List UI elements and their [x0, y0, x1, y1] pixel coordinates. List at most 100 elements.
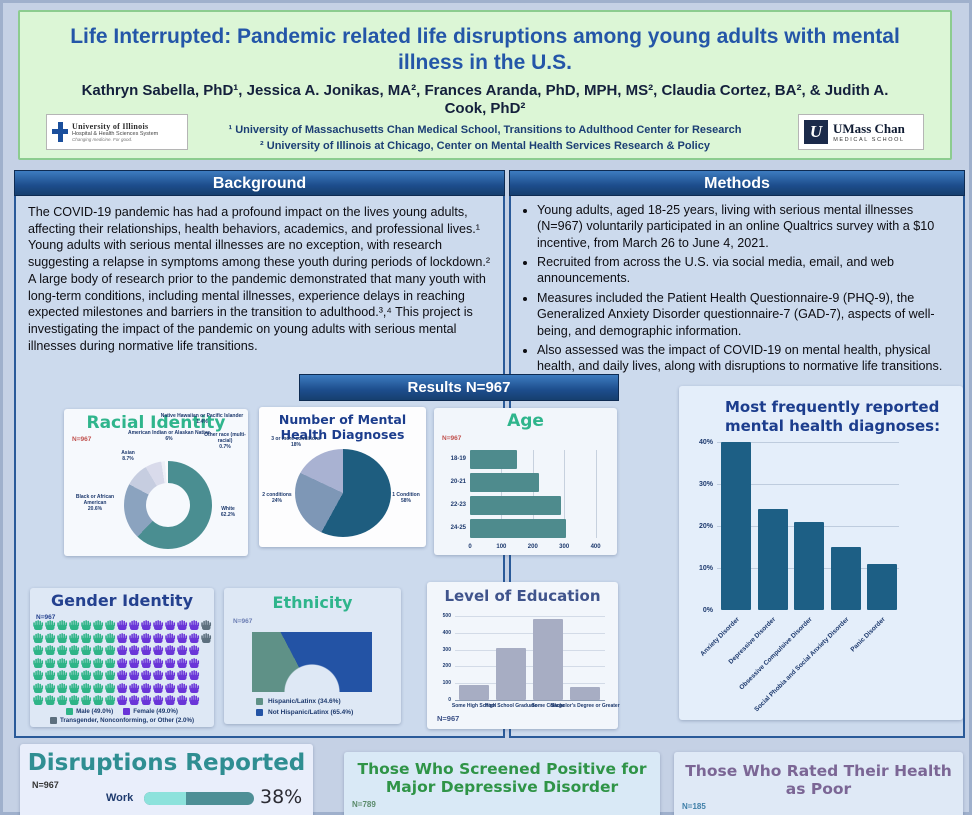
hand-icon	[45, 645, 56, 655]
legend-row: Not Hispanic/Latinx (65.4%)	[256, 709, 353, 716]
hand-icon	[93, 682, 104, 693]
hand-icon	[153, 620, 164, 630]
hand-icon	[93, 668, 104, 681]
hand-icon	[93, 643, 104, 656]
hand-icon	[57, 656, 68, 669]
hand-icon	[93, 681, 104, 694]
hand-icon	[153, 681, 164, 694]
hand-icon	[117, 643, 128, 656]
affiliations: ¹ University of Massachusetts Chan Medic…	[20, 123, 950, 155]
hand-icon	[153, 657, 164, 668]
depression-screen-panel: Those Who Screened Positive for Major De…	[344, 752, 660, 815]
hand-icon	[141, 620, 152, 630]
hand-icon	[141, 682, 152, 693]
category-label: Bachelor's Degree or Greater	[550, 703, 620, 709]
ethnicity-gauge	[252, 632, 372, 692]
hand-icon	[69, 693, 80, 706]
category-label: 20-21	[450, 479, 466, 485]
legend-row: Hispanic/Latinx (34.6%)	[256, 698, 353, 705]
y-tick-label: 0	[448, 697, 451, 703]
category-label: Some High School	[451, 703, 497, 709]
hand-icon	[33, 657, 44, 668]
n-label: N=967	[32, 780, 59, 790]
poster-title: Life Interrupted: Pandemic related life …	[70, 25, 900, 75]
hand-icon	[117, 645, 128, 655]
hand-row	[33, 656, 212, 669]
hand-icon	[129, 657, 140, 668]
education-chart: Level of Education N=967 500 400 300 200 100…	[427, 582, 620, 729]
hand-icon	[201, 620, 212, 630]
hand-icon	[177, 695, 188, 705]
hand-icon	[57, 657, 68, 668]
y-tick-label: 40%	[698, 439, 713, 446]
x-tick-label: 400	[590, 544, 601, 550]
hand-icon	[189, 645, 200, 655]
hand-row	[33, 631, 212, 644]
legend-swatch	[123, 708, 131, 715]
hand-icon	[153, 643, 164, 656]
hand-icon	[45, 668, 56, 681]
n-label: N=789	[352, 800, 376, 809]
hand-icon	[165, 695, 176, 705]
n-label: N=967	[36, 614, 56, 621]
diagnosis-bar	[721, 442, 751, 610]
y-tick-label: 500	[442, 613, 451, 619]
category-label: Obsessive Compulsive Disorder	[738, 616, 814, 692]
hand-icon	[105, 657, 116, 668]
hand-icon	[33, 695, 44, 705]
hand-icon	[69, 670, 80, 680]
pie-slice-label: Black or African American 20.6%	[75, 494, 115, 512]
gender-legend: Male (49.0%) Female (49.0%) Transgender, N…	[30, 706, 214, 724]
hand-icon	[141, 656, 152, 669]
pie-slice-label: 2 conditions 24%	[262, 492, 292, 504]
gridline	[455, 666, 605, 668]
diagnosis-bar	[830, 547, 861, 610]
hand-icon	[177, 681, 188, 694]
top-diagnoses-chart: Most frequently reported mental health d…	[679, 386, 963, 720]
hand-icon	[33, 618, 44, 631]
gridline	[455, 649, 605, 651]
diagnosis-bar	[867, 563, 897, 610]
hand-icon	[201, 632, 212, 643]
racial-identity-chart: Racial Identity N=967 White 62.2% Black or…	[64, 409, 248, 556]
n-label: N=967	[233, 618, 253, 625]
ethnicity-legend: Hispanic/Latinx (34.6%) Not Hispanic/Lati…	[256, 694, 353, 716]
diagnoses-pie	[295, 449, 391, 537]
hand-icon	[177, 693, 188, 706]
diagnosis-bar	[757, 509, 788, 610]
pie-slice-label: Asian 8.7%	[121, 450, 135, 462]
work-progress-fill	[144, 792, 186, 805]
gridline	[455, 632, 605, 634]
category-label: 24-25	[450, 525, 466, 531]
hand-icon	[45, 681, 56, 694]
hand-icon	[117, 656, 128, 669]
hand-icon	[93, 618, 104, 631]
hand-icon	[141, 618, 152, 631]
hand-icon	[81, 681, 92, 694]
hand-icon	[69, 656, 80, 669]
hand-icon	[93, 693, 104, 706]
hand-icon	[141, 693, 152, 706]
hand-row	[33, 681, 212, 694]
umass-logo-mark: U	[804, 120, 828, 144]
hand-icon	[141, 631, 152, 644]
hand-icon	[117, 693, 128, 706]
pie-slice-label: 3 or more conditions 18%	[271, 436, 321, 448]
hand-icon	[93, 670, 104, 680]
gridline	[717, 484, 899, 485]
hand-icon	[93, 695, 104, 705]
hand-icon	[165, 681, 176, 694]
hand-icon	[117, 631, 128, 644]
legend-swatch	[256, 709, 263, 716]
diagnoses-count-chart: Number of Mental Health Diagnoses 1 Cond…	[259, 407, 426, 547]
work-item-label: Work	[106, 792, 134, 804]
hand-icon	[57, 695, 68, 705]
hand-icon	[177, 670, 188, 680]
legend-row: Male (49.0%) Female (49.0%)	[30, 708, 214, 715]
hand-icon	[33, 682, 44, 693]
category-label: Panic Disorder	[849, 616, 887, 654]
hand-icon	[117, 632, 128, 643]
hand-icon	[45, 693, 56, 706]
affiliation-1: ¹ University of Massachusetts Chan Medic…	[228, 124, 742, 136]
affiliation-2: ² University of Illinois at Chicago, Cen…	[260, 139, 710, 152]
